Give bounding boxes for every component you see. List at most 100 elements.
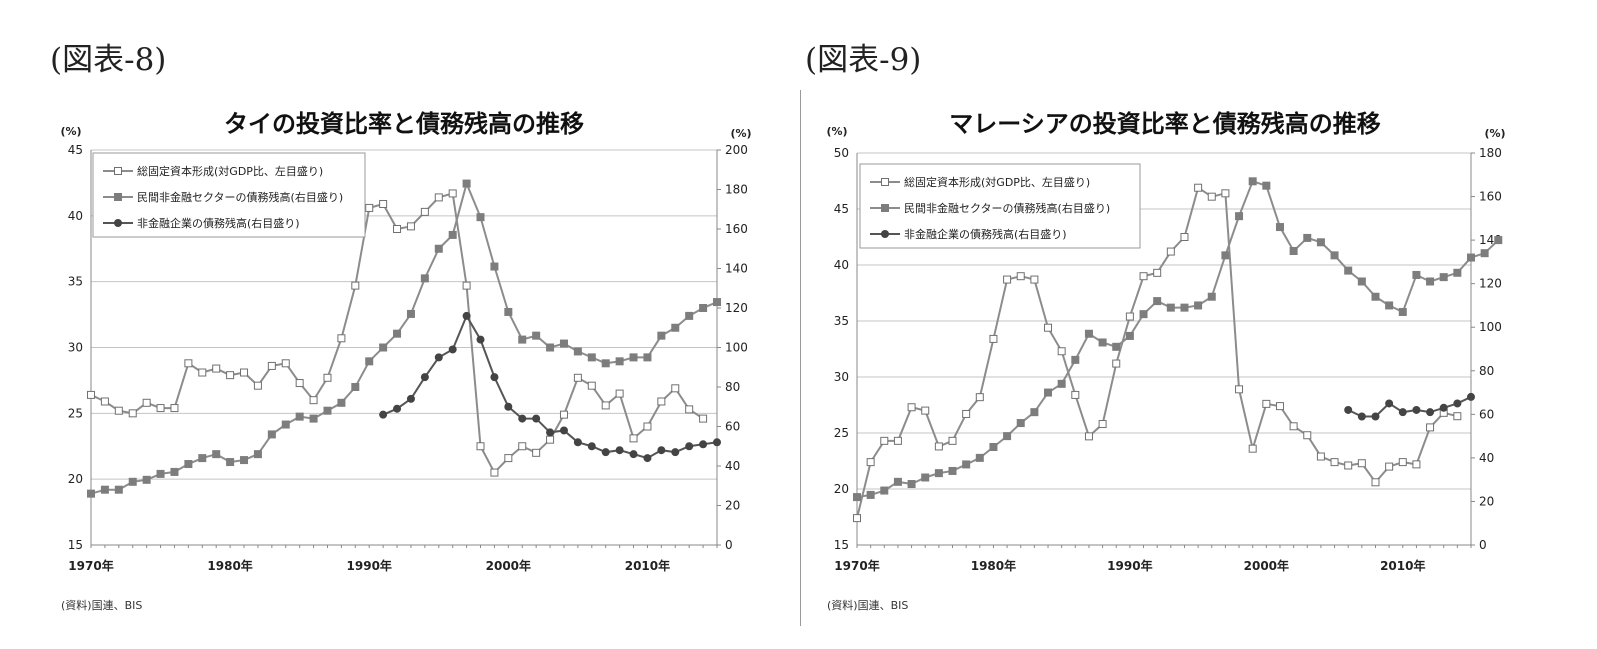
data-point <box>1412 270 1421 279</box>
data-point <box>1139 272 1148 281</box>
data-point <box>699 414 708 423</box>
data-point <box>476 442 485 451</box>
left-tick-label: 25 <box>68 406 83 420</box>
data-point <box>1125 331 1134 340</box>
data-point <box>518 335 527 344</box>
right-tick-label: 20 <box>1479 494 1494 508</box>
data-point <box>420 207 429 216</box>
data-point <box>546 428 555 437</box>
data-point <box>1221 189 1230 198</box>
data-point <box>1139 310 1148 319</box>
data-point <box>1262 181 1271 190</box>
series-line-2 <box>1347 396 1472 418</box>
right-tick-label: 40 <box>1479 451 1494 465</box>
data-point <box>629 434 638 443</box>
data-point <box>643 454 652 463</box>
data-point <box>184 460 193 469</box>
data-point <box>853 514 861 523</box>
data-point <box>657 446 666 455</box>
data-point <box>1344 461 1353 470</box>
data-point <box>212 364 221 373</box>
data-point <box>1098 338 1107 347</box>
data-point <box>128 477 137 486</box>
x-tick-label: 1980年 <box>971 558 1016 573</box>
data-point <box>866 490 875 499</box>
data-point <box>295 379 304 388</box>
data-point <box>142 475 151 484</box>
data-point <box>379 410 388 419</box>
data-point <box>406 222 415 231</box>
data-point <box>128 409 137 418</box>
right-tick-label: 40 <box>725 459 740 473</box>
left-tick-label: 35 <box>834 314 849 328</box>
data-point <box>379 199 388 208</box>
data-point <box>601 448 610 457</box>
source-note: (資料)国連、BIS <box>61 598 142 612</box>
data-point <box>1071 390 1080 399</box>
legend-label: 民間非金融セクターの債務残高(右目盛り) <box>137 190 343 204</box>
data-point <box>462 179 471 188</box>
data-point <box>379 343 388 352</box>
data-point <box>962 409 971 418</box>
data-point <box>448 189 457 198</box>
right-tick-label: 100 <box>725 341 748 355</box>
data-point <box>393 225 402 233</box>
data-point <box>1398 408 1407 417</box>
data-point <box>476 335 485 344</box>
data-point <box>573 438 582 447</box>
right-tick-label: 160 <box>725 222 748 236</box>
data-point <box>853 493 861 502</box>
data-point <box>989 443 998 451</box>
data-point <box>907 480 916 489</box>
chart-title: タイの投資比率と債務残高の推移 <box>224 110 584 138</box>
data-point <box>1275 223 1284 232</box>
data-point <box>975 393 984 402</box>
data-point <box>962 460 971 469</box>
x-tick-label: 1970年 <box>834 558 879 573</box>
data-point <box>1016 272 1025 281</box>
data-point <box>1344 266 1353 275</box>
data-point <box>406 309 415 318</box>
data-point <box>1235 385 1244 394</box>
right-tick-label: 20 <box>725 499 740 513</box>
data-point <box>184 359 193 368</box>
data-point <box>1289 247 1298 255</box>
data-point <box>532 414 541 423</box>
data-point <box>671 384 680 393</box>
figure-8-label: (図表-8) <box>50 42 167 78</box>
data-point <box>1030 275 1039 284</box>
data-point <box>253 381 262 390</box>
right-tick-label: 60 <box>725 420 740 434</box>
data-point <box>1235 212 1244 221</box>
right-tick-label: 80 <box>725 380 740 394</box>
data-point <box>281 359 290 368</box>
data-point <box>671 448 680 457</box>
data-point <box>1057 347 1066 356</box>
data-point <box>1330 251 1339 260</box>
data-point <box>114 406 123 415</box>
data-point <box>351 281 360 290</box>
data-point <box>934 469 943 478</box>
data-point <box>643 353 652 362</box>
data-point <box>518 414 527 423</box>
figure-9-label: (図表-9) <box>805 42 922 78</box>
data-point <box>587 442 596 451</box>
data-point <box>323 373 332 382</box>
data-point <box>1166 247 1175 256</box>
data-point <box>587 353 596 362</box>
data-point <box>1330 458 1339 467</box>
data-point <box>1248 177 1257 186</box>
data-point <box>866 458 875 467</box>
data-point <box>1426 277 1435 286</box>
data-point <box>406 394 415 403</box>
left-tick-label: 15 <box>68 538 83 552</box>
data-point <box>490 373 499 382</box>
data-point <box>699 440 708 449</box>
data-point <box>1371 292 1380 301</box>
data-point <box>1207 292 1216 301</box>
data-point <box>212 450 221 459</box>
data-point <box>365 203 374 212</box>
data-point <box>1494 236 1503 245</box>
data-point <box>685 311 694 320</box>
data-point <box>559 410 568 419</box>
